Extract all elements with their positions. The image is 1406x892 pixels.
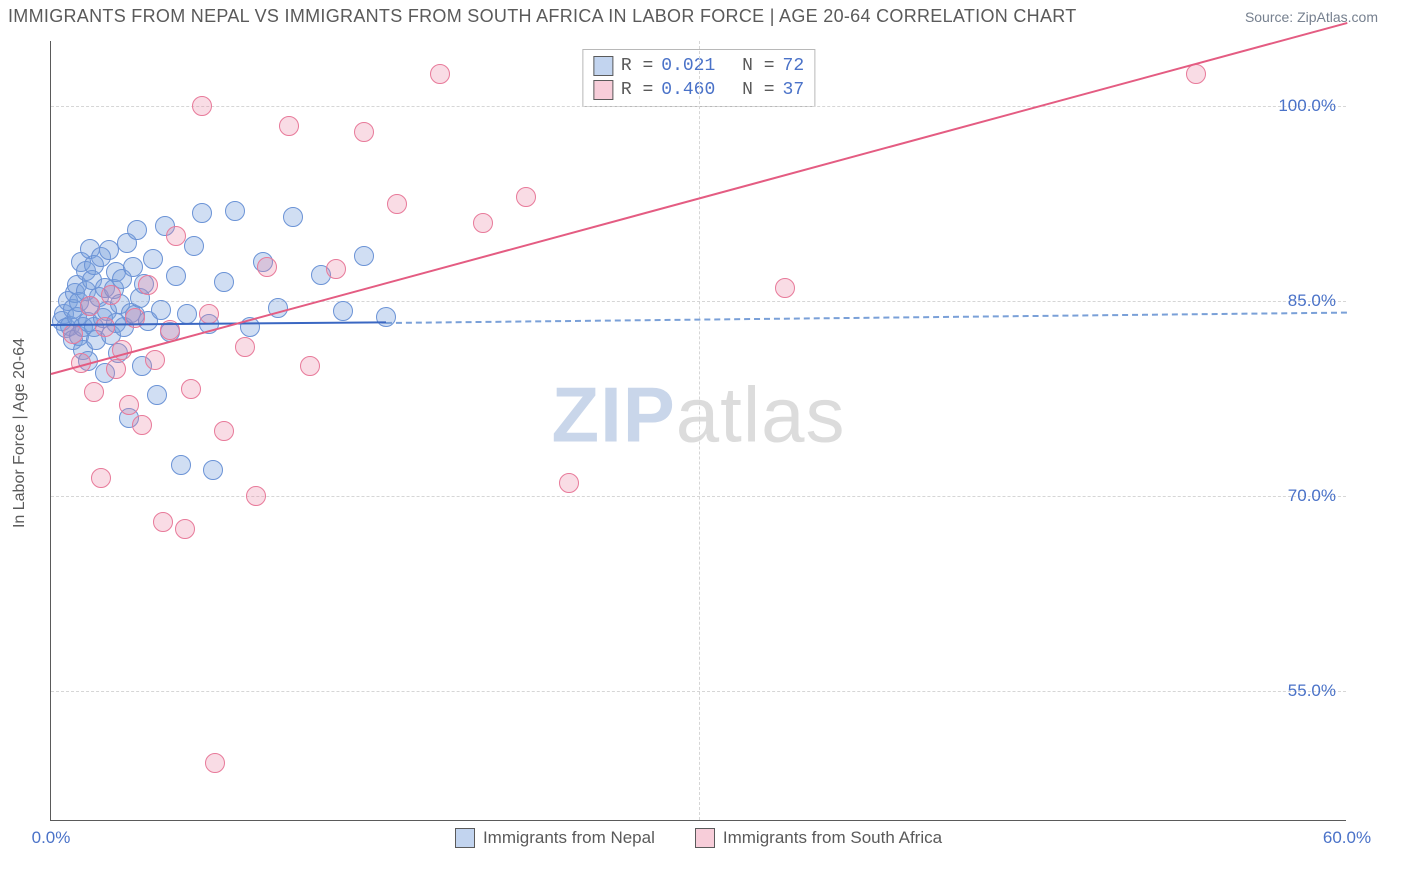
scatter-point	[95, 317, 115, 337]
n-value: 72	[783, 56, 805, 76]
scatter-point	[63, 324, 83, 344]
scatter-point	[473, 213, 493, 233]
scatter-point	[333, 301, 353, 321]
legend-item-nepal: Immigrants from Nepal	[455, 828, 655, 848]
y-tick-label: 55.0%	[1288, 681, 1336, 701]
plot-area: ZIPatlas R = 0.021 N = 72 R = 0.460 N = …	[50, 41, 1346, 821]
scatter-point	[354, 122, 374, 142]
scatter-point	[177, 304, 197, 324]
chart-header: IMMIGRANTS FROM NEPAL VS IMMIGRANTS FROM…	[0, 0, 1406, 33]
scatter-point	[257, 257, 277, 277]
scatter-point	[175, 519, 195, 539]
bottom-legend: Immigrants from Nepal Immigrants from So…	[51, 828, 1346, 848]
y-tick-label: 70.0%	[1288, 486, 1336, 506]
n-label: N =	[742, 80, 774, 100]
scatter-point	[246, 486, 266, 506]
legend-label: Immigrants from South Africa	[723, 828, 942, 848]
scatter-point	[145, 350, 165, 370]
scatter-point	[214, 272, 234, 292]
scatter-point	[151, 300, 171, 320]
scatter-point	[181, 379, 201, 399]
watermark-zip: ZIP	[551, 370, 675, 458]
y-axis-label: In Labor Force | Age 20-64	[11, 338, 29, 528]
scatter-point	[138, 275, 158, 295]
scatter-point	[147, 385, 167, 405]
scatter-point	[166, 266, 186, 286]
scatter-point	[91, 468, 111, 488]
chart-title: IMMIGRANTS FROM NEPAL VS IMMIGRANTS FROM…	[8, 6, 1077, 27]
r-value: 0.021	[661, 56, 715, 76]
scatter-point	[430, 64, 450, 84]
scatter-point	[205, 753, 225, 773]
swatch-nepal-icon	[593, 56, 613, 76]
scatter-point	[84, 382, 104, 402]
scatter-point	[153, 512, 173, 532]
y-tick-label: 85.0%	[1288, 291, 1336, 311]
scatter-point	[143, 249, 163, 269]
scatter-point	[214, 421, 234, 441]
trend-line-dashed	[386, 311, 1347, 323]
n-value: 37	[783, 80, 805, 100]
scatter-point	[225, 201, 245, 221]
scatter-point	[516, 187, 536, 207]
x-tick-label: 0.0%	[32, 828, 71, 848]
scatter-point	[326, 259, 346, 279]
scatter-point	[80, 296, 100, 316]
chart-container: In Labor Force | Age 20-64 ZIPatlas R = …	[0, 33, 1406, 861]
r-label: R =	[621, 80, 653, 100]
scatter-point	[101, 285, 121, 305]
scatter-point	[127, 220, 147, 240]
r-value: 0.460	[661, 80, 715, 100]
swatch-south-africa-icon	[695, 828, 715, 848]
legend-label: Immigrants from Nepal	[483, 828, 655, 848]
scatter-point	[184, 236, 204, 256]
scatter-point	[199, 304, 219, 324]
watermark-atlas: atlas	[676, 370, 846, 458]
scatter-point	[119, 395, 139, 415]
swatch-nepal-icon	[455, 828, 475, 848]
n-label: N =	[742, 56, 774, 76]
r-label: R =	[621, 56, 653, 76]
scatter-point	[192, 96, 212, 116]
scatter-point	[132, 415, 152, 435]
scatter-point	[387, 194, 407, 214]
scatter-point	[192, 203, 212, 223]
scatter-point	[559, 473, 579, 493]
scatter-point	[300, 356, 320, 376]
y-tick-label: 100.0%	[1278, 96, 1336, 116]
scatter-point	[283, 207, 303, 227]
scatter-point	[203, 460, 223, 480]
gridline-v	[699, 41, 700, 820]
scatter-point	[279, 116, 299, 136]
scatter-point	[106, 359, 126, 379]
scatter-point	[171, 455, 191, 475]
legend-item-south-africa: Immigrants from South Africa	[695, 828, 942, 848]
x-tick-label: 60.0%	[1323, 828, 1371, 848]
scatter-point	[775, 278, 795, 298]
swatch-south-africa-icon	[593, 80, 613, 100]
scatter-point	[354, 246, 374, 266]
chart-source: Source: ZipAtlas.com	[1245, 9, 1378, 25]
scatter-point	[235, 337, 255, 357]
scatter-point	[166, 226, 186, 246]
